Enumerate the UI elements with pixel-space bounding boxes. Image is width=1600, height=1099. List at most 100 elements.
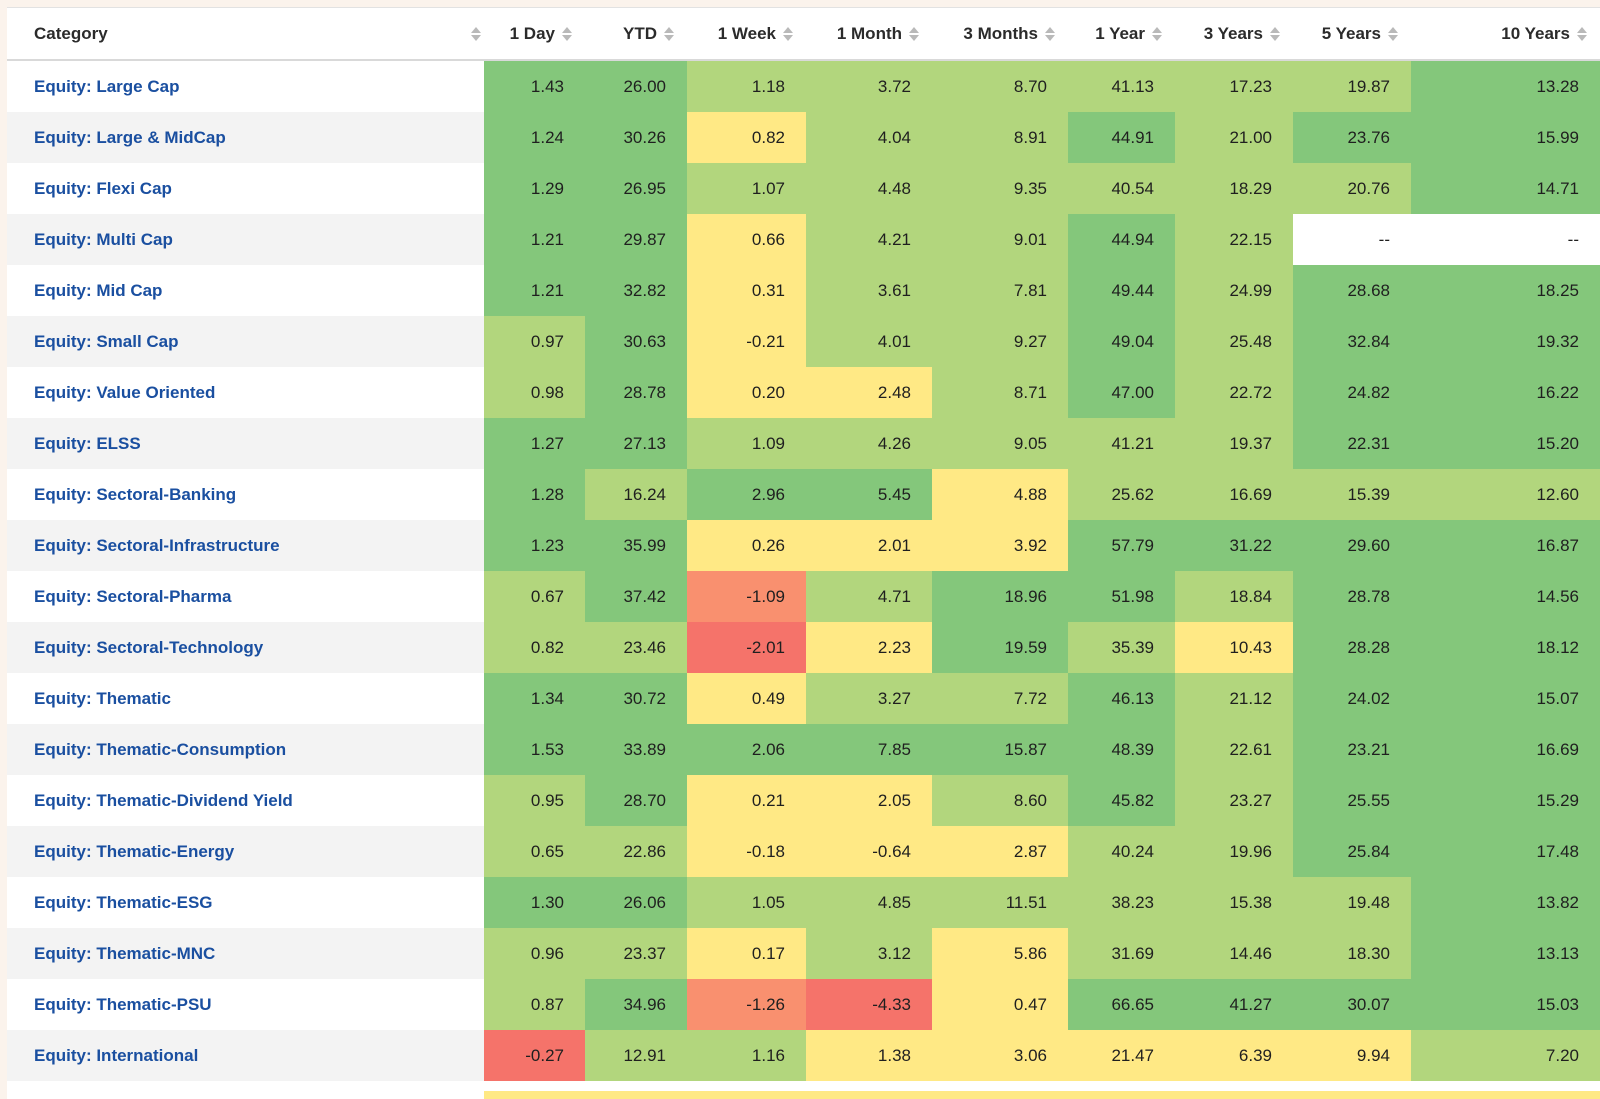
column-header-3-months[interactable]: 3 Months [932,8,1068,61]
column-header-5-years[interactable]: 5 Years [1293,8,1411,61]
sort-icon[interactable] [908,25,920,43]
return-cell-1-year: 25.62 [1068,469,1175,520]
return-cell-3-months: 7.81 [932,265,1068,316]
return-cell-10-years: 19.32 [1411,316,1600,367]
return-cell-3-years: 25.48 [1175,316,1293,367]
table-row: Equity: Thematic 1.34 30.72 0.49 3.27 7.72 46.… [7,673,1600,724]
return-cell-ytd: 34.96 [585,979,687,1030]
return-cell-ytd: 23.37 [585,928,687,979]
category-link[interactable]: Equity: Sectoral-Infrastructure [7,520,484,571]
category-link[interactable]: Equity: Thematic-ESG [34,892,213,912]
return-cell-1-year: 66.65 [1068,979,1175,1030]
return-cell-1-day: 1.21 [484,214,585,265]
table-row: Equity: Thematic-Consumption 1.53 33.89 2.0… [7,724,1600,775]
column-header-1-day[interactable]: 1 Day [484,8,585,61]
return-cell-5-years: 25.84 [1293,826,1411,877]
return-cell-1-week: -1.09 [687,571,806,622]
category-link[interactable]: Equity: Multi Cap [7,214,484,265]
return-cell-1-day: 1.27 [484,418,585,469]
return-cell-1-week: 2.06 [687,724,806,775]
return-cell-1-month: 4.85 [806,877,932,928]
sort-icon[interactable] [782,25,794,43]
sort-icon[interactable] [1387,25,1399,43]
column-header-category[interactable]: Category [7,8,484,61]
return-cell-3-months: 7.72 [932,673,1068,724]
return-cell-1-day: 1.29 [484,163,585,214]
return-cell-1-month: 3.12 [806,928,932,979]
return-cell-10-years: 17.48 [1411,826,1600,877]
return-cell-1-year: 48.39 [1068,724,1175,775]
sort-icon[interactable] [1576,25,1588,43]
return-cell-1-month: 2.01 [806,520,932,571]
column-header-1-year[interactable]: 1 Year [1068,8,1175,61]
return-cell-1-month: 4.21 [806,214,932,265]
return-cell-ytd: 37.42 [585,571,687,622]
return-cell-3-years: 14.46 [1175,928,1293,979]
return-cell-3-months: 8.91 [932,112,1068,163]
table-row: Equity: Large Cap 1.43 26.00 1.18 3.72 8.70 41… [7,60,1600,112]
return-cell-5-years: 29.60 [1293,520,1411,571]
category-link[interactable]: Equity: Thematic-Energy [7,826,484,877]
return-cell-3-years: 21.00 [1175,112,1293,163]
return-cell-1-week: 1.18 [687,60,806,112]
return-cell-1-month: 7.85 [806,724,932,775]
category-link[interactable]: Equity: Sectoral-Technology [7,622,484,673]
category-link[interactable]: Equity: ELSS [7,418,484,469]
return-cell-3-months: 15.87 [932,724,1068,775]
return-cell-10-years: 12.60 [1411,469,1600,520]
return-cell-10-years: 15.07 [1411,673,1600,724]
return-cell-3-years: 15.38 [1175,877,1293,928]
table-row: Equity: Thematic-PSU 0.87 34.96 -1.26 -4.33 0… [7,979,1600,1030]
category-link[interactable]: Equity: Flexi Cap [34,178,172,198]
category-link[interactable]: Equity: Small Cap [7,316,484,367]
return-cell-1-week: 2.96 [687,469,806,520]
return-cell-1-day: -0.27 [484,1030,585,1081]
category-link[interactable]: Equity: Mid Cap [34,280,163,300]
return-cell-5-years: 30.07 [1293,979,1411,1030]
return-cell-3-months: 4.88 [932,469,1068,520]
return-cell-1-month: 4.48 [806,163,932,214]
category-link[interactable]: Equity: Large & MidCap [7,112,484,163]
category-link[interactable]: Equity: Sectoral-Banking [34,484,237,504]
return-cell-1-year: 21.47 [1068,1030,1175,1081]
return-cell-1-month: 2.23 [806,622,932,673]
return-cell-5-years: 25.55 [1293,775,1411,826]
category-link[interactable]: Equity: Large Cap [34,76,180,96]
category-link[interactable]: Equity: Thematic-Consumption [7,724,484,775]
sort-icon[interactable] [1044,25,1056,43]
column-header-1-month[interactable]: 1 Month [806,8,932,61]
return-cell-1-year: 51.98 [1068,571,1175,622]
return-cell-3-years: 18.84 [1175,571,1293,622]
return-cell-1-day: 1.24 [484,112,585,163]
table-row: Equity: International -0.27 12.91 1.16 1.38 3… [7,1030,1600,1081]
return-cell-10-years: 14.71 [1411,163,1600,214]
column-header-label: 1 Year [1095,23,1145,43]
return-cell-5-years: 28.68 [1293,265,1411,316]
column-header-1-week[interactable]: 1 Week [687,8,806,61]
return-cell-3-months: 9.05 [932,418,1068,469]
return-cell-ytd: 26.95 [585,163,687,214]
return-cell-5-years: 23.76 [1293,112,1411,163]
column-header-10-years[interactable]: 10 Years [1411,8,1600,61]
column-header-label: 10 Years [1501,23,1570,43]
category-link[interactable]: Equity: International [7,1030,484,1081]
category-link[interactable]: Equity: Sectoral-Pharma [34,586,232,606]
category-link[interactable]: Equity: Thematic [34,688,171,708]
sort-icon[interactable] [663,25,675,43]
sort-icon[interactable] [561,25,573,43]
column-header-ytd[interactable]: YTD [585,8,687,61]
category-link[interactable]: Equity: Value Oriented [34,382,216,402]
column-header-3-years[interactable]: 3 Years [1175,8,1293,61]
return-cell-10-years: 16.22 [1411,367,1600,418]
return-cell-1-month: 3.61 [806,265,932,316]
category-link[interactable]: Equity: Thematic-MNC [7,928,484,979]
sort-icon[interactable] [1269,25,1281,43]
category-link[interactable]: Equity: Thematic-Dividend Yield [34,790,293,810]
return-cell-3-months: 9.27 [932,316,1068,367]
table-row: Equity: Flexi Cap 1.29 26.95 1.07 4.48 9.35 40… [7,163,1600,214]
sort-icon[interactable] [1151,25,1163,43]
sort-icon[interactable] [470,25,482,43]
category-link[interactable]: Equity: Thematic-PSU [34,994,212,1014]
return-cell-ytd: 30.26 [585,112,687,163]
return-cell-1-week: -1.26 [687,979,806,1030]
